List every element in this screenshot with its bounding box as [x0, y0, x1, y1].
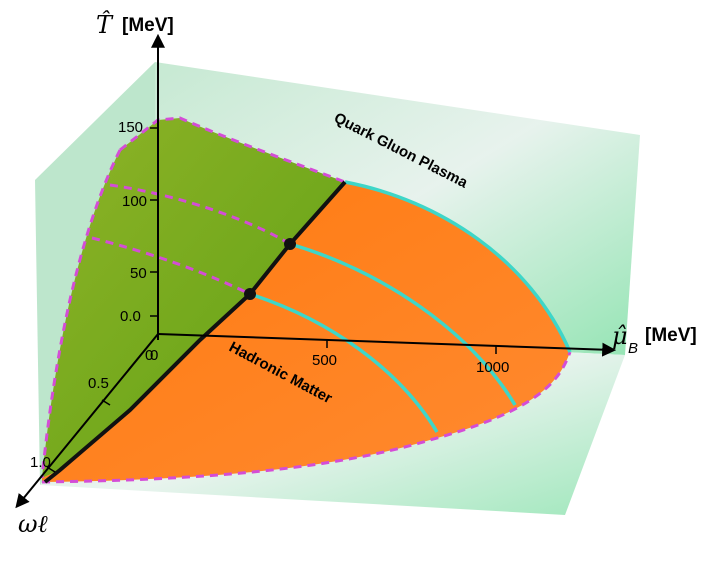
t-tick-label-100: 100 — [122, 193, 147, 210]
mu-tick-label-0: 0 — [145, 347, 153, 364]
outer-boundary-top — [119, 116, 346, 184]
phase-surface — [42, 118, 570, 482]
first-order-line-outer — [344, 180, 572, 353]
mu-axis-subscript: B — [628, 340, 638, 357]
mu-tick-label-1000: 1000 — [476, 359, 509, 376]
mu-axis — [157, 333, 617, 357]
mu-axis-unit: [MeV] — [645, 325, 697, 346]
outer-boundary-bottom — [41, 351, 572, 484]
omega-tick-label-05: 0.5 — [88, 375, 109, 392]
critical-point-lower — [244, 288, 256, 300]
first-order-lines — [249, 180, 572, 433]
axes — [15, 33, 617, 509]
omega-axis — [15, 333, 159, 509]
omega-tick-label-0: 0 — [150, 347, 158, 364]
omega-tick-label-10: 1.0 — [30, 454, 51, 471]
omega-tick-10 — [46, 466, 56, 473]
t-axis-unit: [MeV] — [122, 15, 174, 36]
omega-axis-symbol: ωℓ — [18, 510, 48, 538]
qgp-region — [42, 118, 345, 478]
outer-boundary-left — [40, 149, 122, 479]
omega-tick-05 — [101, 399, 111, 406]
tick-marks — [46, 127, 497, 473]
dashed-contours — [40, 116, 572, 484]
hadronic-region — [42, 182, 570, 482]
t-tick-label-0: 0.0 — [120, 308, 141, 325]
first-order-line-mid — [289, 242, 517, 406]
first-order-line-inner — [249, 292, 439, 433]
crossover-line — [43, 180, 347, 484]
axis-titles: T̂ [MeV] μ̂ B [MeV] ωℓ — [18, 11, 697, 538]
t-tick-label-50: 50 — [130, 265, 147, 282]
tick-labels: 150 100 50 0.0 0 500 1000 0 0.5 1.0 — [30, 119, 509, 471]
contour-mid — [109, 183, 291, 246]
mu-tick-label-500: 500 — [312, 352, 337, 369]
critical-point-upper — [284, 238, 296, 250]
mu-axis-symbol: μ̂ — [612, 322, 628, 350]
t-axis-symbol: T̂ — [96, 11, 114, 39]
t-tick-label-150: 150 — [118, 119, 143, 136]
